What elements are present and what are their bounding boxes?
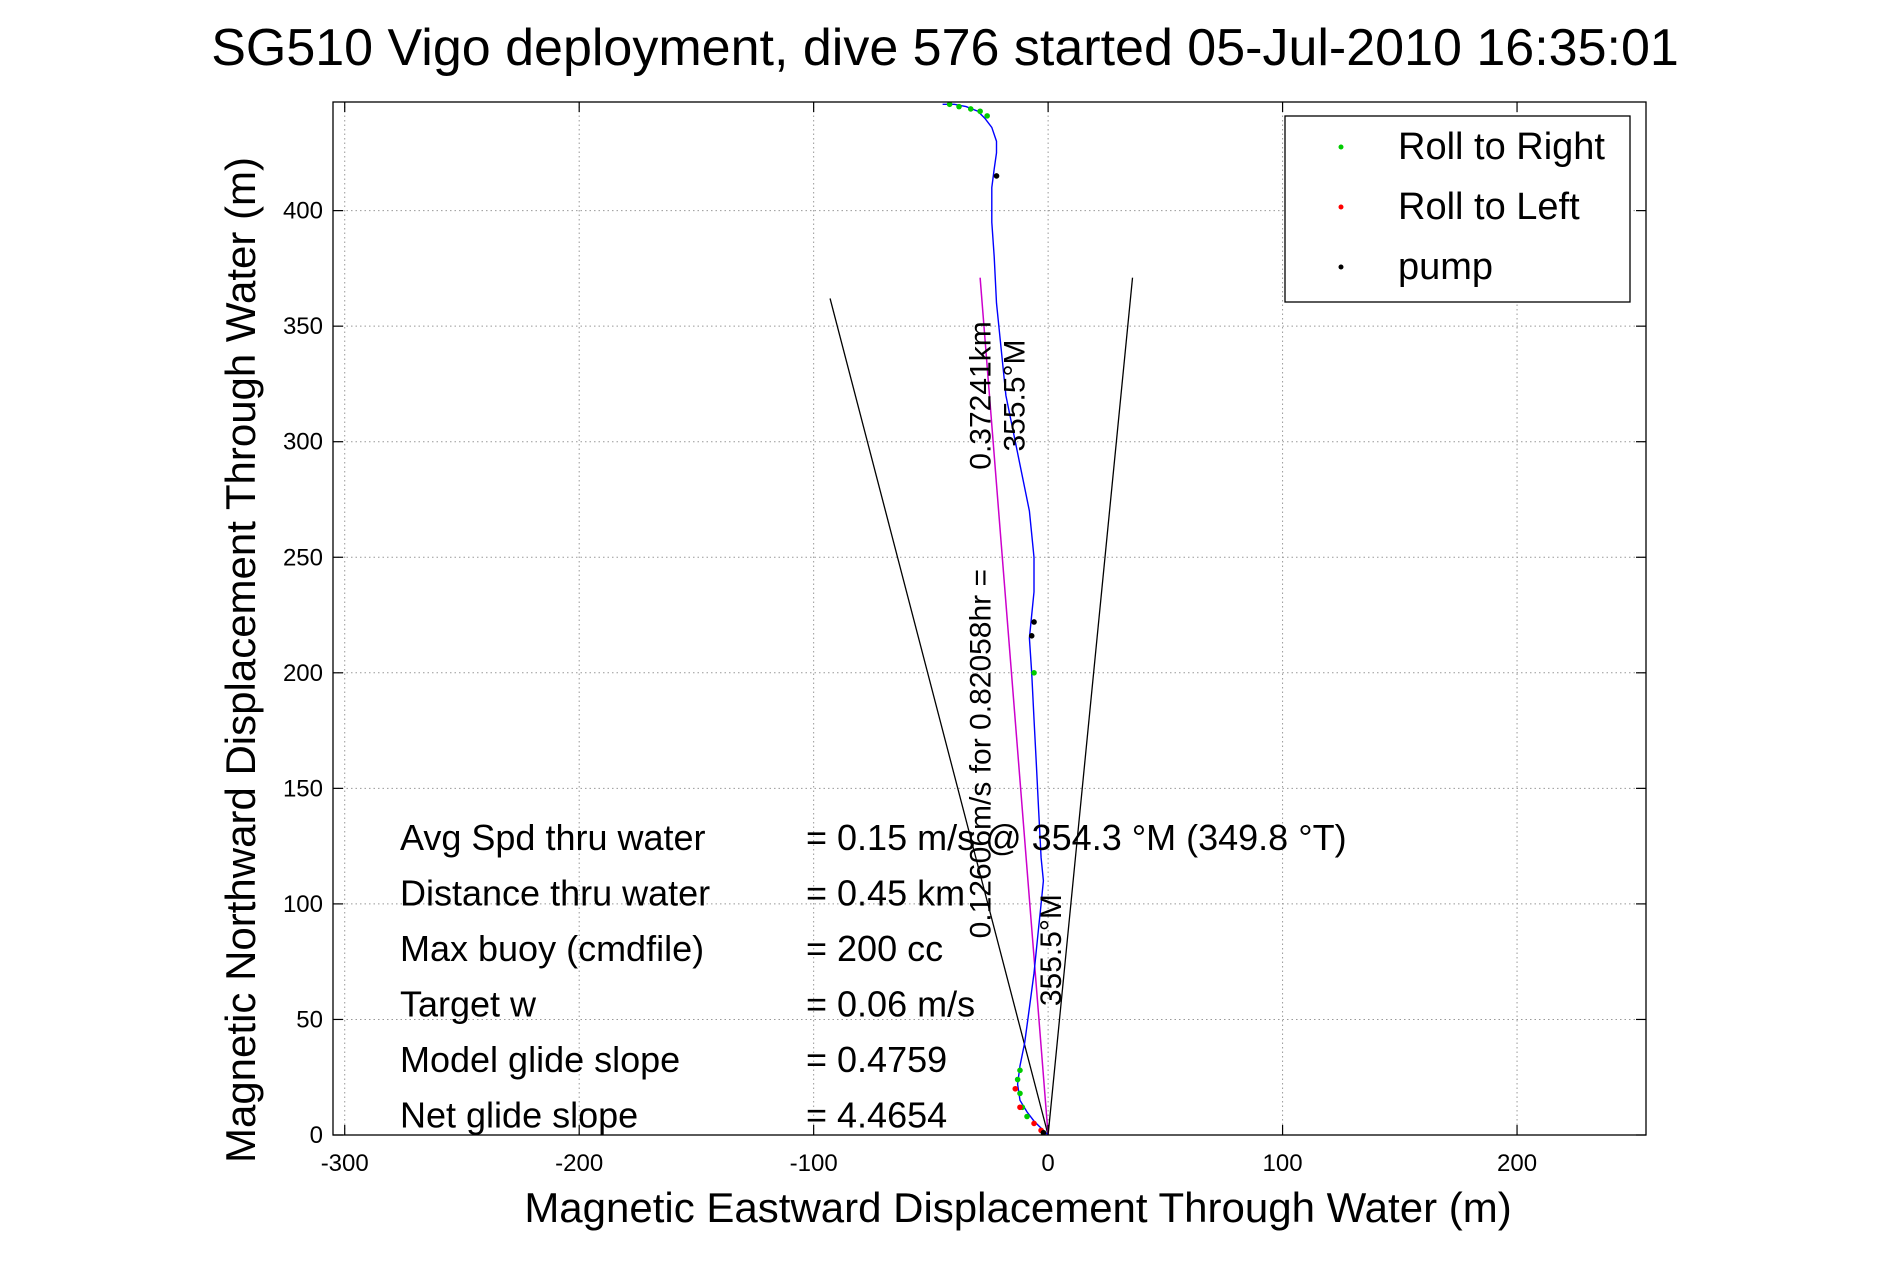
stat-label: Net glide slope	[400, 1095, 638, 1136]
roll-to-right-point	[1024, 1113, 1030, 1120]
stat-label: Model glide slope	[400, 1039, 680, 1080]
x-tick-label: 100	[1263, 1150, 1303, 1177]
y-tick-label: 200	[283, 660, 323, 687]
pump-point	[1028, 633, 1035, 639]
stat-value: = 200 cc	[806, 928, 943, 969]
y-tick-label: 100	[283, 891, 323, 918]
x-tick-label: -300	[321, 1150, 369, 1177]
roll-to-right-point	[977, 108, 983, 115]
x-tick-label: -200	[555, 1150, 603, 1177]
stat-label: Distance thru water	[400, 873, 710, 914]
roll-to-right-point	[956, 103, 962, 110]
x-tick-label: 0	[1041, 1150, 1054, 1177]
stats-block: Avg Spd thru water = 0.15 m/s @ 354.3 °M …	[400, 817, 1347, 1136]
wedge-line	[1047, 277, 1134, 1136]
stat-label: Target w	[400, 984, 537, 1025]
track-annotation: 0.37241km	[965, 321, 998, 469]
stat-label: Avg Spd thru water	[400, 817, 706, 858]
roll-to-right-point	[984, 113, 990, 119]
stat-value: = 0.06 m/s	[806, 984, 975, 1025]
stat-value: = 4.4654	[806, 1095, 947, 1136]
stat-value: = 0.45 km	[806, 873, 965, 914]
stat-label: Max buoy (cmdfile)	[400, 928, 704, 969]
y-tick-label: 300	[283, 429, 323, 456]
track-annotation: 355.5°M	[1035, 894, 1068, 1006]
track-annotation: 0.12606m/s for 0.82058hr =	[965, 569, 998, 938]
chart-title: SG510 Vigo deployment, dive 576 started …	[211, 19, 1679, 77]
wedge-line	[829, 298, 1049, 1136]
roll-to-left-point	[1017, 1104, 1023, 1111]
legend: Roll to Right Roll to Left pump	[1284, 115, 1631, 303]
data-series	[942, 101, 1049, 1136]
roll-to-left-point	[1031, 1120, 1037, 1127]
stat-value: = 0.4759	[806, 1039, 947, 1080]
track-annotations: 0.37241km 355.5°M0.12606m/s for 0.82058hr…	[965, 321, 1068, 1006]
roll-to-right-point	[1017, 1090, 1023, 1097]
roll-to-right-point	[1017, 1067, 1023, 1074]
roll-to-left-point	[1012, 1085, 1019, 1092]
track-annotation: 355.5°M	[999, 339, 1032, 451]
y-tick-label: 150	[283, 775, 323, 802]
x-axis-label: Magnetic Eastward Displacement Through W…	[524, 1184, 1511, 1231]
roll-to-right-point	[1031, 670, 1037, 676]
roll-to-right-point	[967, 106, 974, 112]
y-tick-label: 400	[283, 198, 323, 225]
legend-marker	[1338, 264, 1344, 270]
y-axis-label: Magnetic Northward Displacement Through …	[217, 157, 264, 1163]
y-tick-label: 50	[296, 1006, 323, 1033]
roll-to-right-point	[1014, 1076, 1021, 1083]
roll-to-right-point	[946, 101, 953, 108]
pump-point	[993, 173, 1000, 179]
pump-point	[1031, 619, 1037, 625]
x-tick-label: -100	[790, 1150, 838, 1177]
legend-marker	[1338, 144, 1344, 150]
y-tick-label: 0	[310, 1122, 323, 1149]
legend-label: pump	[1398, 246, 1493, 288]
plot-frame	[332, 101, 1647, 1136]
y-tick-label: 250	[283, 544, 323, 571]
mean-track-line	[979, 277, 1049, 1136]
pump-point	[1040, 1129, 1047, 1136]
x-tick-label: 200	[1497, 1150, 1537, 1177]
axis-ticks: -300 -200 -100 0 100 200 0 50 100 150 200 250 300 350…	[283, 102, 1646, 1177]
stat-value: = 0.15 m/s @ 354.3 °M (349.8 °T)	[806, 817, 1347, 858]
track-line	[942, 103, 1049, 1136]
legend-label: Roll to Left	[1398, 186, 1580, 228]
wedge-lines	[829, 277, 1134, 1136]
legend-marker	[1338, 204, 1344, 210]
y-tick-label: 350	[283, 313, 323, 340]
legend-label: Roll to Right	[1398, 126, 1605, 168]
